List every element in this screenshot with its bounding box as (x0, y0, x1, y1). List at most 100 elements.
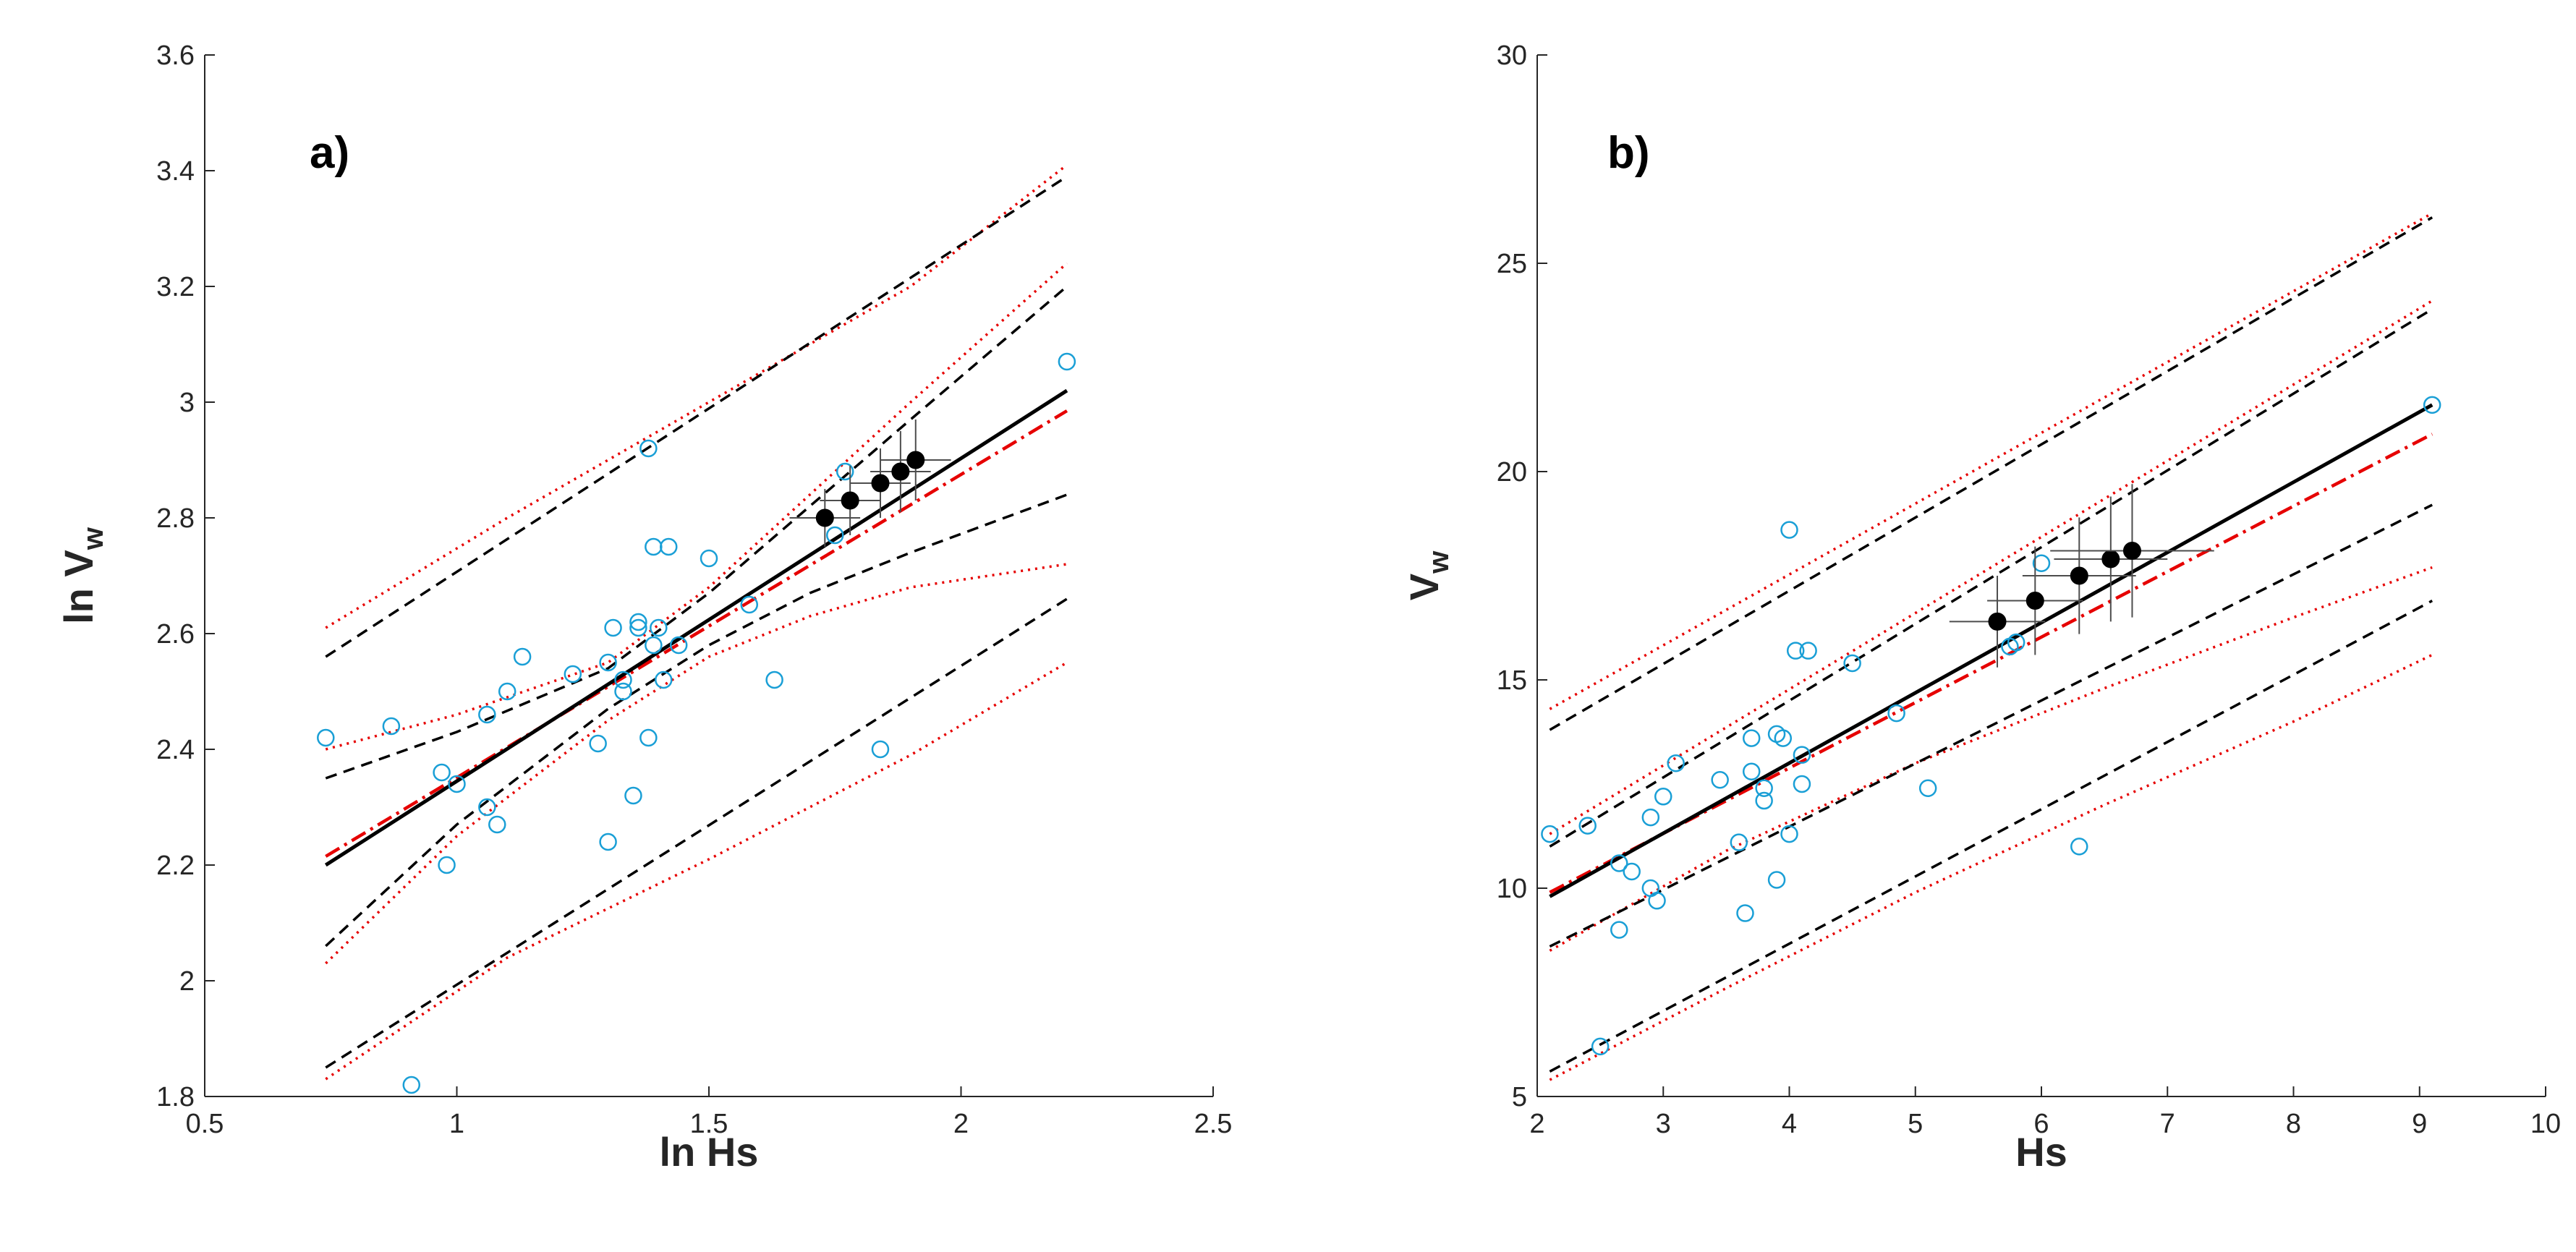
line-confidence-lower (1549, 503, 2433, 948)
scatter-point (1667, 754, 1685, 772)
y-axis-label-subscript: w (1423, 550, 1455, 574)
x-tick-label: 2.5 (1194, 1109, 1233, 1139)
panel-label: a) (310, 128, 349, 178)
x-tick-label: 1 (449, 1109, 464, 1139)
binned-point (2122, 541, 2141, 560)
scatter-point (836, 462, 854, 481)
y-tick-label: 25 (1497, 249, 1527, 279)
scatter-point (765, 670, 783, 689)
line-prediction-upper-alt (325, 163, 1068, 629)
scatter-point (513, 647, 532, 666)
scatter-point (1641, 808, 1660, 827)
line-fit (324, 388, 1068, 867)
scatter-point (498, 682, 517, 701)
x-tick-label: 7 (2160, 1109, 2175, 1139)
line-confidence-lower (325, 493, 1068, 947)
scatter-point (564, 665, 582, 684)
y-tick-label: 3.4 (156, 156, 195, 187)
x-tick-label: 2 (1529, 1109, 1544, 1139)
x-tick-label: 3 (1656, 1109, 1671, 1139)
scatter-point (1711, 770, 1729, 789)
scatter-point (669, 636, 688, 655)
scatter-point (614, 670, 632, 689)
x-tick-label: 5 (1908, 1109, 1923, 1139)
scatter-point (700, 549, 718, 568)
scatter-point (2423, 396, 2441, 414)
y-axis-label: Vw (1401, 550, 1455, 600)
line-prediction-upper (1549, 216, 2433, 731)
scatter-point (1591, 1037, 1610, 1056)
scatter-point (1786, 642, 1805, 660)
line-prediction-lower-alt (325, 661, 1068, 1081)
y-axis-label: ln Vw (56, 527, 109, 624)
scatter-point (1742, 729, 1761, 747)
y-tick-label: 10 (1497, 874, 1527, 904)
y-tick-label: 1.8 (156, 1082, 195, 1112)
scatter-point (871, 740, 890, 759)
scatter-point (1793, 746, 1811, 764)
scatter-point (2070, 838, 2088, 856)
scatter-point (1780, 825, 1798, 843)
y-tick-label: 3 (179, 388, 195, 418)
line-fit (1549, 403, 2433, 898)
scatter-point (1610, 854, 1628, 872)
panel-b: 2 3 4 5 6 7 8 9 10 5 10 15 20 25 30 Hs Vw b) (1401, 41, 2561, 1175)
line-prediction-upper (325, 175, 1068, 658)
y-axis-label-main: V (1401, 574, 1447, 600)
line-confidence-lower-alt (325, 563, 1068, 965)
x-tick-label: 10 (2530, 1109, 2561, 1139)
binned-point (1988, 612, 2007, 631)
scatter-point (1918, 779, 1937, 798)
y-tick-label: 2.4 (156, 735, 195, 765)
x-axis-label: ln Hs (660, 1129, 759, 1175)
line-confidence-upper-alt (325, 262, 1068, 751)
line-confidence-lower-alt (1549, 566, 2433, 952)
scatter-point (402, 1076, 421, 1094)
scatter-point (629, 618, 647, 637)
scatter-point (645, 636, 663, 655)
scatter-point (1058, 352, 1076, 371)
scatter-point (740, 595, 759, 614)
scatter-point (1541, 825, 1559, 843)
scatter-point (1755, 791, 1773, 810)
line-prediction-lower (1549, 600, 2433, 1073)
scatter-point (1648, 892, 1666, 910)
scatter-point (2007, 633, 2025, 652)
scatter-point (433, 763, 451, 782)
y-tick-label: 2.2 (156, 851, 195, 881)
panel-label: b) (1607, 128, 1650, 178)
y-axis-label-subscript: w (77, 527, 109, 550)
scatter-point (826, 526, 844, 545)
scatter-point (639, 728, 658, 747)
scatter-point (629, 613, 647, 631)
scatter-point (1793, 775, 1811, 793)
line-confidence-upper (325, 285, 1068, 780)
scatter-point (1736, 904, 1754, 922)
binned-point (2101, 550, 2120, 568)
scatter-point (1887, 704, 1905, 723)
scatter-point (599, 832, 617, 851)
scatter-point (1799, 642, 1817, 660)
scatter-point (1843, 654, 1861, 673)
y-tick-label: 5 (1512, 1082, 1527, 1112)
binned-point (815, 508, 834, 527)
scatter-point (382, 717, 401, 736)
scatter-point (599, 653, 617, 672)
scatter-point (1742, 762, 1761, 780)
scatter-point (650, 618, 668, 637)
y-tick-label: 15 (1497, 665, 1527, 696)
x-tick-label: 4 (1782, 1109, 1797, 1139)
scatter-point (1730, 833, 1748, 851)
x-tick-label: 0.5 (186, 1109, 224, 1139)
binned-point (871, 474, 890, 493)
x-axis-label: Hs (2015, 1129, 2067, 1175)
y-axis-label-main: ln V (56, 550, 101, 624)
scatter-point (488, 815, 506, 834)
scatter-point (604, 618, 622, 637)
scatter-point (589, 734, 607, 753)
scatter-point (1654, 788, 1672, 806)
line-confidence-upper (1549, 307, 2433, 848)
scatter-point (639, 439, 658, 458)
